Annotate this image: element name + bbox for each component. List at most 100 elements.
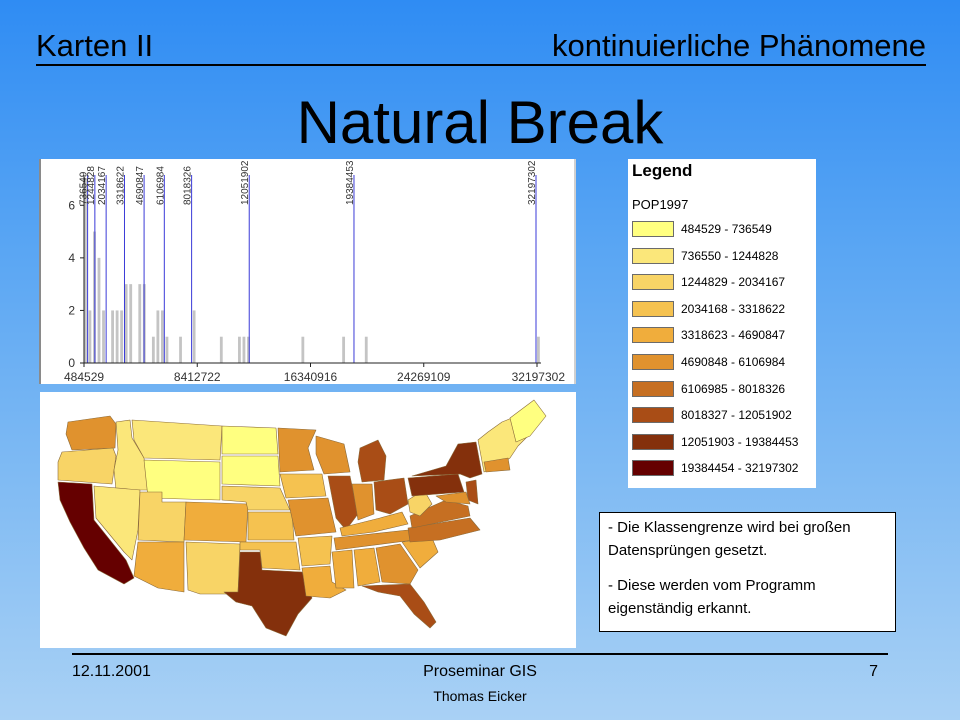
map-state-iowa — [279, 473, 327, 499]
legend-label: 484529 - 736549 — [681, 222, 772, 236]
histogram-bar — [192, 310, 196, 363]
legend-item: 6106985 - 8018326 — [632, 380, 816, 399]
map-state-pennsylvania — [407, 473, 465, 497]
histogram-bar — [301, 336, 305, 363]
break-label: 19384453 — [345, 160, 356, 205]
histogram-left-border — [39, 159, 41, 384]
histogram-bar — [364, 336, 368, 363]
histogram-bar — [120, 310, 124, 363]
break-label: 32197302 — [527, 160, 538, 205]
legend-field-name: POP1997 — [632, 197, 689, 212]
header-right-title: kontinuierliche Phänomene — [552, 28, 926, 63]
histogram-bar — [242, 336, 246, 363]
break-label: 12051902 — [240, 160, 251, 205]
x-tick-label: 484529 — [64, 370, 104, 384]
map-state-massachusetts — [483, 457, 511, 473]
x-tick-label: 16340916 — [284, 370, 338, 384]
map-state-nebraska — [221, 485, 291, 511]
map-state-florida — [361, 583, 437, 629]
map-state-alabama — [353, 547, 381, 587]
us-state-map — [57, 399, 547, 637]
map-state-minnesota — [277, 427, 317, 473]
break-label: 3318622 — [115, 166, 126, 205]
histogram-bar — [84, 179, 87, 363]
legend-swatch — [632, 221, 674, 237]
legend-swatch — [632, 327, 674, 344]
map-state-louisiana — [301, 565, 347, 599]
header-rule — [36, 64, 926, 66]
histogram-bar — [219, 336, 223, 363]
histogram-bar — [238, 336, 241, 363]
legend-label: 8018327 - 12051902 — [681, 408, 792, 423]
header-left-title: Karten II — [36, 28, 154, 63]
histogram-bar — [179, 336, 182, 363]
map-state-georgia — [375, 543, 419, 585]
note-line-1: - Die Klassengrenze wird bei großen Date… — [608, 519, 851, 559]
legend-swatch — [632, 433, 674, 450]
histogram-bar — [88, 310, 92, 363]
legend-item: 4690848 - 6106984 — [632, 354, 816, 372]
legend-item: 1244829 - 2034167 — [632, 274, 816, 292]
legend-label: 3318623 - 4690847 — [681, 328, 786, 343]
footer-course: Proseminar GIS — [423, 663, 537, 680]
map-state-california — [57, 481, 135, 585]
map-state-new-york — [411, 441, 483, 479]
histogram-background — [39, 159, 576, 384]
legend-title: Legend — [632, 161, 693, 180]
legend-swatch — [632, 247, 674, 264]
map-state-wisconsin — [315, 435, 351, 475]
histogram-panel: 736549 1244828 2034167 3318622 4690847 610698… — [39, 159, 576, 384]
map-state-indiana — [351, 483, 375, 521]
break-label: 2034167 — [97, 166, 108, 205]
map-state-north-dakota — [221, 425, 279, 455]
map-state-utah — [137, 491, 187, 543]
map-state-colorado — [183, 501, 249, 543]
legend-label: 4690848 - 6106984 — [681, 355, 786, 369]
histogram-bar — [537, 336, 540, 363]
map-state-illinois — [327, 475, 359, 531]
map-state-nevada — [93, 485, 141, 561]
explanation-note: - Die Klassengrenze wird bei großen Date… — [599, 512, 896, 632]
histogram-bar — [161, 310, 164, 363]
footer-rule — [72, 653, 888, 655]
break-label: 4690847 — [135, 166, 146, 205]
histogram-bar — [138, 284, 142, 363]
map-state-oregon — [57, 447, 117, 485]
legend-label: 19384454 - 32197302 — [681, 461, 799, 476]
page-title: Natural Break — [296, 89, 664, 156]
histogram-bar — [111, 310, 114, 363]
map-state-south-dakota — [221, 455, 281, 487]
legend-item: 8018327 - 12051902 — [632, 407, 816, 425]
map-state-arizona — [133, 541, 185, 593]
legend-item: 2034168 - 3318622 — [632, 300, 816, 319]
legend-label: 12051903 - 19384453 — [681, 434, 799, 449]
legend-item: 19384454 - 32197302 — [632, 460, 816, 478]
legend-swatch — [632, 274, 674, 291]
legend-item: 12051903 - 19384453 — [632, 433, 816, 452]
legend-swatch — [632, 300, 674, 317]
histogram-bar — [247, 336, 250, 363]
histogram-bar — [165, 336, 169, 363]
y-tick-label: 4 — [68, 251, 75, 265]
break-label: 1244828 — [86, 166, 97, 205]
choropleth-map-panel — [40, 392, 576, 648]
break-label: 6106984 — [155, 166, 166, 205]
map-state-north-carolina — [407, 517, 481, 543]
map-state-arkansas — [297, 535, 333, 567]
footer-author: Thomas Eicker — [433, 688, 527, 704]
legend-label: 6106985 - 8018326 — [681, 381, 786, 396]
map-state-mississippi — [331, 549, 355, 589]
histogram-bar — [102, 310, 105, 363]
map-state-new-jersey — [465, 479, 479, 505]
map-state-maryland — [435, 491, 471, 505]
map-state-montana — [131, 419, 223, 461]
histogram-bar — [129, 284, 133, 363]
map-state-maine — [509, 399, 547, 443]
map-state-texas — [223, 551, 313, 637]
map-state-new-mexico — [185, 541, 241, 595]
map-state-michigan — [357, 439, 387, 483]
map-state-wyoming — [143, 459, 221, 501]
y-tick-label: 2 — [68, 303, 75, 317]
histogram-right-border — [574, 159, 576, 384]
